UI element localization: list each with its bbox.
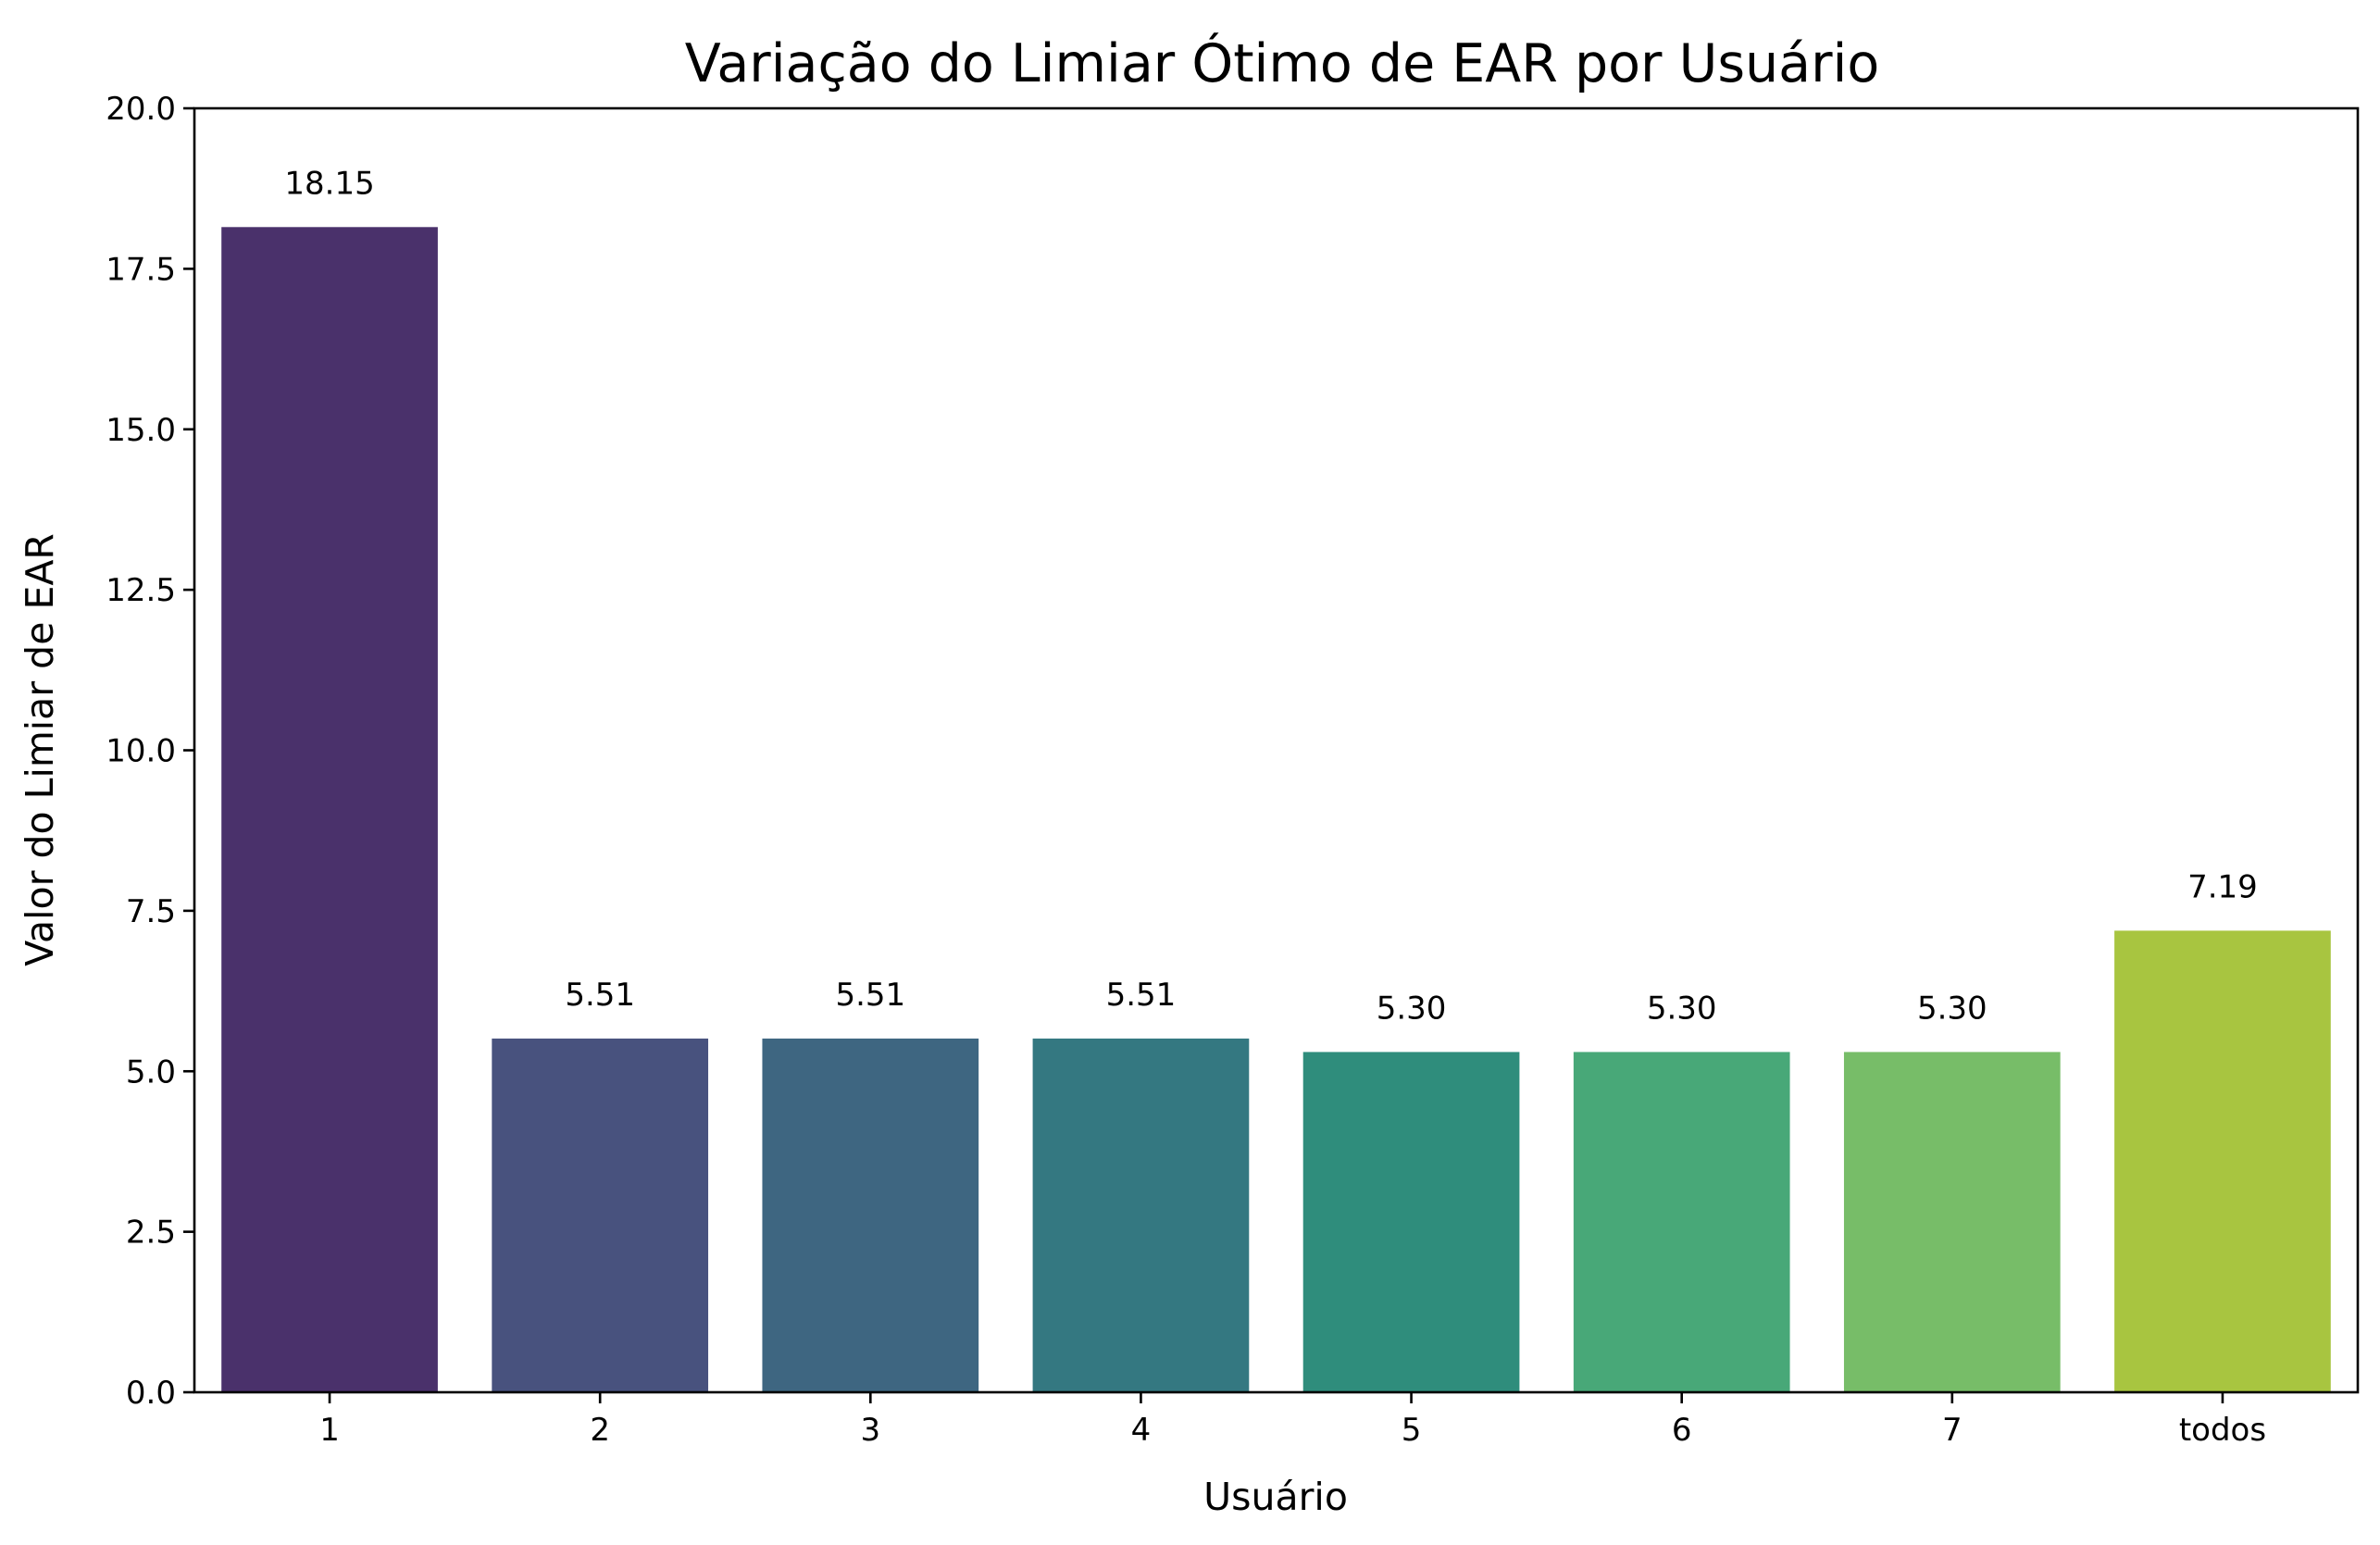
data-label-4: 5.51	[1106, 977, 1177, 1014]
data-label-7: 5.30	[1917, 990, 1987, 1027]
x-tick-label-2: 2	[590, 1412, 610, 1449]
y-tick-label: 20.0	[106, 91, 176, 128]
data-label-2: 5.51	[565, 977, 635, 1014]
y-tick-label: 2.5	[126, 1215, 176, 1252]
bar-6	[1573, 1052, 1790, 1392]
bar-7	[1843, 1052, 2061, 1392]
y-tick-label: 5.0	[126, 1053, 176, 1090]
bar-1	[221, 227, 438, 1392]
x-tick-label-6: 6	[1672, 1412, 1692, 1449]
y-axis: 0.0 2.5 5.0 7.5 10.0 12.5 15.0 17.5 20.0	[106, 91, 194, 1412]
x-tick-label-4: 4	[1131, 1412, 1152, 1449]
y-tick-label: 12.5	[106, 572, 176, 609]
bar-todos	[2114, 930, 2331, 1392]
chart-title: Variação do Limiar Ótimo de EAR por Usuá…	[685, 31, 1879, 94]
y-axis-label: Valor do Limiar de EAR	[18, 533, 62, 966]
bar-5	[1302, 1052, 1520, 1392]
bar-2	[492, 1038, 709, 1392]
x-tick-label-7: 7	[1942, 1412, 1963, 1449]
x-axis-label: Usuário	[1203, 1475, 1348, 1519]
data-label-5: 5.30	[1377, 990, 1447, 1027]
bar-4	[1032, 1038, 1250, 1392]
data-label-6: 5.30	[1647, 990, 1717, 1027]
y-tick-label: 0.0	[126, 1375, 176, 1412]
x-tick-label-3: 3	[860, 1412, 880, 1449]
y-tick-label: 15.0	[106, 412, 176, 449]
x-tick-label-1: 1	[319, 1412, 340, 1449]
x-axis: 1 2 3 4 5 6 7 todos	[319, 1392, 2266, 1449]
bar-3	[762, 1038, 979, 1392]
x-tick-label-todos: todos	[2179, 1412, 2266, 1449]
data-label-1: 18.15	[284, 165, 374, 202]
plot-frame	[193, 106, 2360, 1394]
data-label-todos: 7.19	[2187, 868, 2258, 905]
y-tick-label: 10.0	[106, 733, 176, 770]
data-labels-layer: 18.15 5.51 5.51 5.51 5.30 5.30 5.30 7.19	[284, 165, 2257, 1027]
bars-layer	[221, 227, 2331, 1392]
y-tick-label: 7.5	[126, 893, 176, 930]
y-tick-label: 17.5	[106, 251, 176, 288]
x-tick-label-5: 5	[1402, 1412, 1422, 1449]
data-label-3: 5.51	[835, 977, 905, 1014]
